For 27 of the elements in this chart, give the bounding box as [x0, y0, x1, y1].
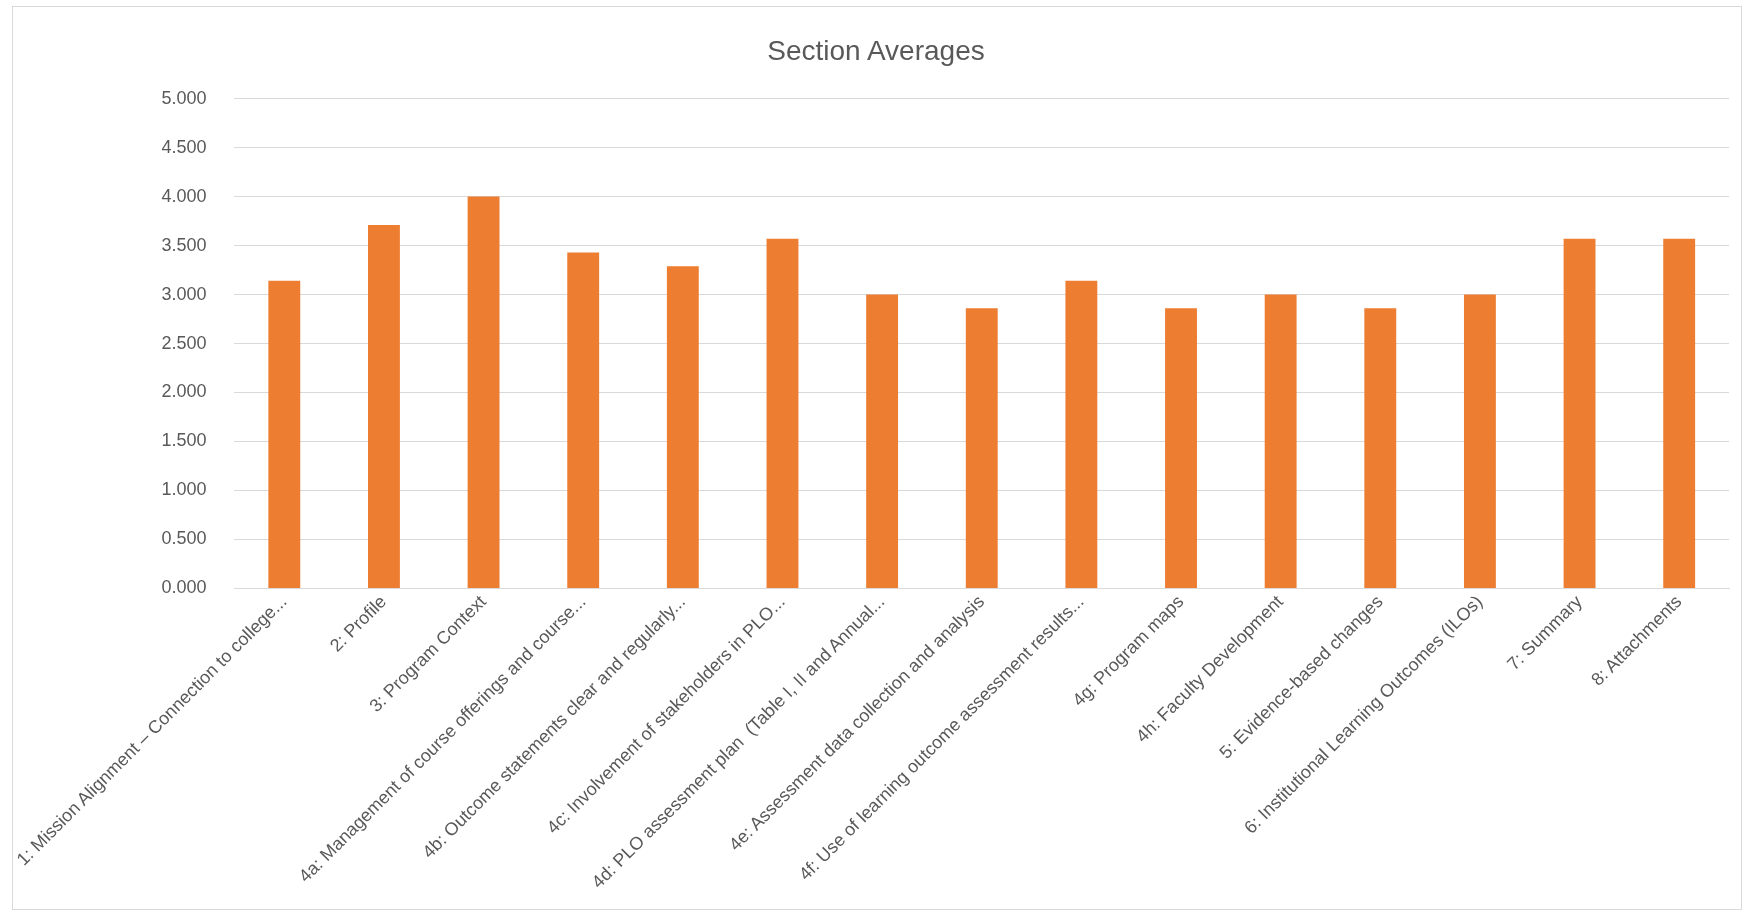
- bar: [1165, 308, 1197, 588]
- y-tick-label: 3.000: [161, 283, 207, 304]
- y-tick-label: 0.500: [161, 528, 207, 549]
- y-tick-label: 0.000: [161, 577, 207, 598]
- bar: [1364, 308, 1397, 588]
- bar: [268, 280, 301, 588]
- bar: [567, 252, 600, 588]
- y-tick-label: 4.500: [161, 136, 207, 157]
- bar: [766, 238, 799, 588]
- y-tick-label: 2.000: [161, 381, 207, 402]
- chart-title: Section Averages: [767, 34, 985, 66]
- bar: [866, 294, 899, 588]
- bar: [1563, 238, 1596, 588]
- y-tick-label: 5.000: [161, 87, 207, 108]
- bar: [1264, 294, 1297, 588]
- bar: [965, 308, 998, 588]
- y-tick-label: 3.500: [161, 234, 207, 255]
- bar: [666, 266, 699, 588]
- bar: [1065, 280, 1098, 588]
- y-tick-label: 2.500: [161, 332, 207, 353]
- bar: [467, 196, 500, 588]
- bar: [1663, 238, 1696, 588]
- y-tick-label: 1.000: [161, 479, 207, 500]
- bar: [1463, 294, 1496, 588]
- y-tick-label: 4.000: [161, 185, 207, 206]
- y-tick-label: 1.500: [161, 430, 207, 451]
- bar: [368, 224, 400, 588]
